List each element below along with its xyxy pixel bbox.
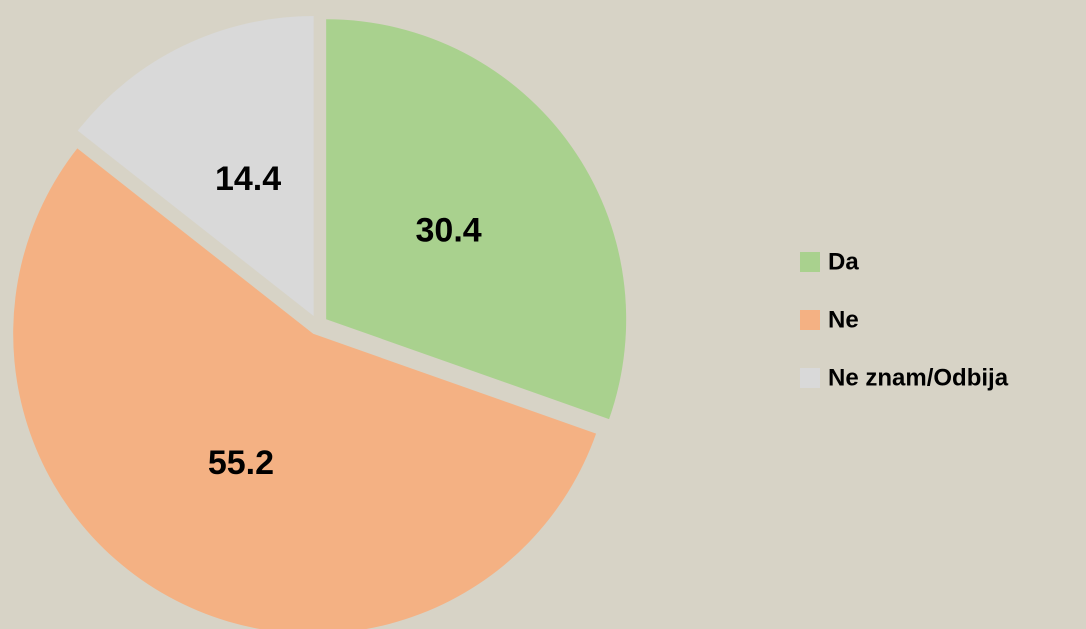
data-label: 30.4	[416, 212, 482, 250]
data-label: 14.4	[215, 160, 281, 198]
legend-swatch	[800, 310, 820, 330]
legend-swatch	[800, 252, 820, 272]
pie-slice	[326, 19, 627, 420]
legend-label: Ne	[828, 306, 859, 333]
legend-label: Da	[828, 248, 859, 275]
data-label: 55.2	[208, 444, 274, 482]
pie-slice	[77, 16, 314, 317]
legend-label: Ne znam/Odbija	[828, 364, 1009, 391]
pie-slice	[13, 148, 597, 629]
legend-swatch	[800, 368, 820, 388]
